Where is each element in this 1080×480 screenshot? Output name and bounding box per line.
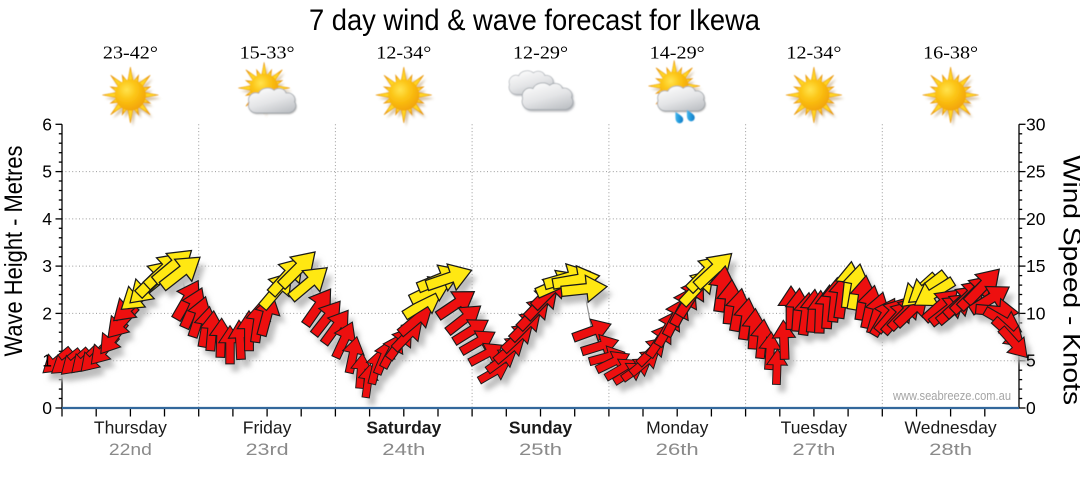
svg-text:Saturday: Saturday bbox=[366, 418, 441, 438]
svg-text:6: 6 bbox=[42, 114, 52, 134]
svg-text:30: 30 bbox=[1026, 114, 1046, 134]
svg-text:20: 20 bbox=[1026, 209, 1046, 229]
svg-text:12-34°: 12-34° bbox=[376, 43, 431, 63]
svg-text:Thursday: Thursday bbox=[94, 418, 167, 438]
svg-text:28th: 28th bbox=[929, 441, 972, 459]
svg-text:5: 5 bbox=[42, 162, 52, 182]
svg-text:Friday: Friday bbox=[243, 418, 292, 438]
svg-text:Monday: Monday bbox=[646, 418, 709, 438]
svg-text:Tuesday: Tuesday bbox=[781, 418, 848, 438]
svg-text:10: 10 bbox=[1026, 303, 1046, 323]
svg-text:www.seabreeze.com.au: www.seabreeze.com.au bbox=[892, 388, 1011, 403]
svg-text:Wave Height - Metres: Wave Height - Metres bbox=[0, 146, 28, 357]
svg-text:25: 25 bbox=[1026, 162, 1045, 182]
svg-text:0: 0 bbox=[1026, 398, 1036, 418]
svg-text:24th: 24th bbox=[382, 441, 425, 459]
svg-text:16-38°: 16-38° bbox=[923, 43, 978, 63]
svg-text:22nd: 22nd bbox=[109, 441, 152, 459]
svg-text:Sunday: Sunday bbox=[509, 418, 572, 438]
svg-text:23-42°: 23-42° bbox=[103, 43, 158, 63]
svg-text:12-29°: 12-29° bbox=[513, 43, 568, 63]
svg-text:14-29°: 14-29° bbox=[650, 43, 705, 63]
svg-text:15-33°: 15-33° bbox=[240, 43, 295, 63]
svg-text:4: 4 bbox=[42, 209, 52, 229]
svg-text:7 day wind & wave forecast for: 7 day wind & wave forecast for Ikewa bbox=[309, 4, 760, 37]
svg-text:27th: 27th bbox=[792, 441, 835, 459]
svg-text:Wind Speed - Knots: Wind Speed - Knots bbox=[1058, 155, 1080, 405]
svg-text:1: 1 bbox=[42, 351, 52, 371]
svg-text:23rd: 23rd bbox=[246, 441, 289, 459]
svg-text:3: 3 bbox=[42, 256, 52, 276]
svg-text:2: 2 bbox=[42, 303, 52, 323]
svg-text:Wednesday: Wednesday bbox=[905, 418, 997, 438]
svg-text:5: 5 bbox=[1026, 351, 1036, 371]
svg-text:0: 0 bbox=[42, 398, 52, 418]
svg-text:26th: 26th bbox=[656, 441, 699, 459]
svg-text:15: 15 bbox=[1026, 256, 1045, 276]
svg-text:12-34°: 12-34° bbox=[786, 43, 841, 63]
svg-text:25th: 25th bbox=[519, 441, 562, 459]
